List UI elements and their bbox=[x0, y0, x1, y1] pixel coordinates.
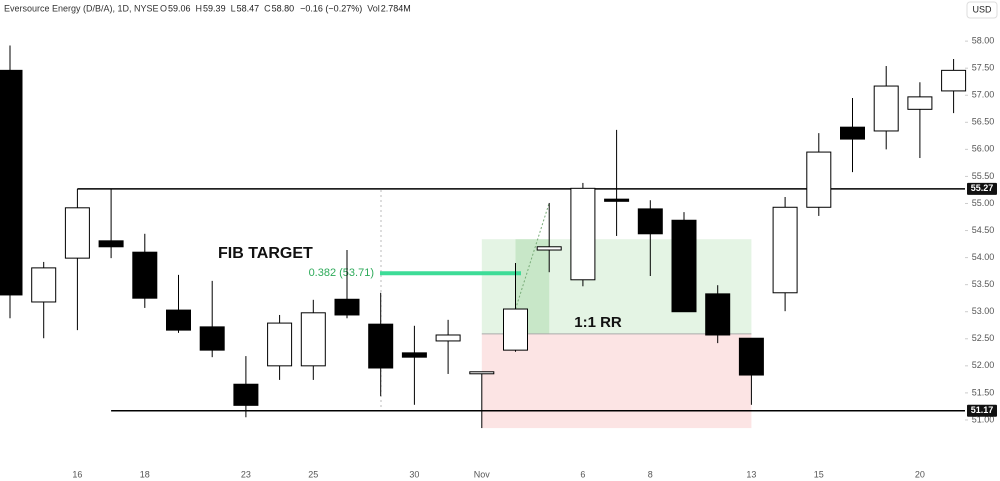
y-tick-label: 52.00 bbox=[972, 360, 995, 370]
candle-body bbox=[941, 69, 967, 92]
legend-value: 58.80 bbox=[272, 3, 295, 13]
fib-label: 0.382 (53.71) bbox=[309, 267, 374, 279]
legend-value: 59.39 bbox=[203, 3, 226, 13]
candle-body bbox=[840, 126, 865, 140]
y-tick-label: 51.50 bbox=[972, 387, 995, 397]
candle-body bbox=[368, 323, 394, 369]
legend-value: 58.47 bbox=[237, 3, 260, 13]
level-label: 55.27 bbox=[971, 183, 994, 193]
x-tick-label: 30 bbox=[409, 469, 419, 479]
x-tick-label: 23 bbox=[241, 469, 251, 479]
candle-body bbox=[705, 293, 731, 336]
candle-body bbox=[132, 251, 158, 299]
x-tick-label: 15 bbox=[814, 469, 824, 479]
y-tick-label: 58.00 bbox=[972, 36, 995, 46]
level-badge bbox=[967, 182, 997, 195]
candle-body bbox=[401, 352, 427, 358]
legend-key: C bbox=[264, 3, 271, 13]
fib-title: FIB TARGET bbox=[218, 245, 313, 262]
x-tick-label: 18 bbox=[140, 469, 150, 479]
candle-body bbox=[503, 308, 528, 351]
candle-body bbox=[671, 219, 697, 313]
x-tick-label: 13 bbox=[746, 469, 756, 479]
candle-body bbox=[907, 96, 933, 110]
candle-body bbox=[31, 267, 57, 303]
symbol: Eversource Energy (D/B/A), 1D, NYSE bbox=[4, 3, 159, 13]
y-tick-label: 53.50 bbox=[972, 279, 995, 289]
y-tick-label: 56.00 bbox=[972, 144, 995, 154]
candle-body bbox=[267, 322, 293, 367]
candle-body bbox=[738, 337, 764, 376]
legend-key: O bbox=[160, 3, 167, 13]
candle-body bbox=[806, 151, 832, 208]
y-tick-label: 53.00 bbox=[972, 306, 995, 316]
legend-value: 2.784M bbox=[381, 3, 411, 13]
candle-body bbox=[64, 207, 90, 259]
candle-body bbox=[0, 69, 23, 296]
x-tick-label: 25 bbox=[308, 469, 318, 479]
y-tick-label: 54.50 bbox=[972, 225, 995, 235]
currency-button[interactable] bbox=[966, 1, 998, 19]
level-badge bbox=[967, 404, 997, 417]
x-tick-label: Nov bbox=[474, 469, 491, 479]
y-tick-label: 52.50 bbox=[972, 333, 995, 343]
candle-body bbox=[199, 326, 225, 351]
candle-body bbox=[637, 208, 663, 235]
y-tick-label: 55.00 bbox=[972, 198, 995, 208]
y-tick-label: 51.00 bbox=[972, 414, 995, 424]
candle-body bbox=[772, 206, 798, 294]
legend-value: −0.16 (−0.27%) bbox=[300, 3, 362, 13]
candle-body bbox=[570, 187, 596, 281]
y-tick-label: 54.00 bbox=[972, 252, 995, 262]
x-tick-label: 6 bbox=[580, 469, 585, 479]
position-label: 1:1 RR bbox=[574, 314, 622, 331]
candle-body bbox=[300, 312, 326, 367]
x-tick-label: 8 bbox=[648, 469, 653, 479]
y-tick-label: 55.50 bbox=[972, 171, 995, 181]
level-label: 51.17 bbox=[971, 405, 994, 415]
y-tick-label: 57.50 bbox=[972, 63, 995, 73]
candle-body bbox=[166, 309, 191, 331]
ohlc-legend: O 59.06 H 59.39 L 58.47 C 58.80 −0.16 (−0.27%) Vo… bbox=[160, 3, 411, 13]
candle-body bbox=[536, 246, 562, 251]
trend-line bbox=[515, 202, 550, 310]
candle-body bbox=[233, 383, 259, 406]
candle-body bbox=[98, 240, 124, 248]
legend-key: Vol bbox=[367, 3, 380, 13]
candle-body bbox=[873, 85, 899, 132]
y-tick-label: 56.50 bbox=[972, 117, 995, 127]
legend-key: H bbox=[196, 3, 203, 13]
candle-body bbox=[604, 198, 630, 202]
x-tick-label: 16 bbox=[72, 469, 82, 479]
candle-body bbox=[435, 334, 461, 342]
legend-value: 59.06 bbox=[168, 3, 191, 13]
y-tick-label: 57.00 bbox=[972, 90, 995, 100]
x-tick-label: 20 bbox=[915, 469, 925, 479]
legend-key: L bbox=[231, 3, 236, 13]
candle-body bbox=[469, 371, 495, 375]
currency[interactable]: USD bbox=[972, 4, 992, 14]
candle-body bbox=[334, 298, 360, 316]
